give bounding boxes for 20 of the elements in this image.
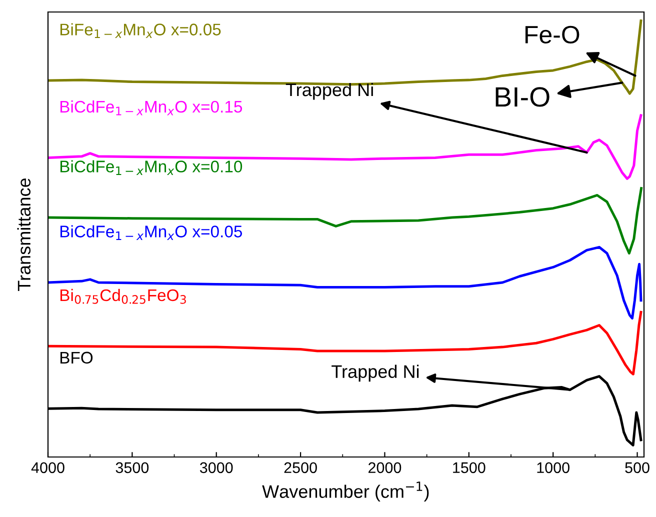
x-tick-label: 2000 bbox=[368, 462, 402, 474]
x-tick-label: 1500 bbox=[453, 462, 486, 474]
annotation: Trapped Ni bbox=[286, 82, 373, 100]
annotation: Trapped Ni bbox=[332, 364, 419, 382]
text: BiCdFe$_{1−x}$Mn$_{x}$O x=0.10 bbox=[60, 160, 242, 176]
x-tick-label: 1000 bbox=[537, 462, 570, 474]
text: BiCdFe$_{1−x}$Mn$_{x}$O x=0.15 bbox=[60, 100, 242, 116]
x-tick-label: 3500 bbox=[116, 462, 149, 474]
x-tick-label: 500 bbox=[625, 462, 650, 474]
text: BiCdFe$_{1−x}$Mn$_{x}$O x=0.05 bbox=[60, 225, 242, 240]
x-tick-label: 4000 bbox=[31, 462, 64, 474]
x-tick-label: 3000 bbox=[200, 462, 233, 474]
text: BiFe$_{1−x}$Mn$_{x}$O x=0.05 bbox=[60, 23, 221, 38]
text: BFO bbox=[60, 352, 93, 364]
x-axis-title: Wavenumber (cm$^{−1}$) bbox=[262, 482, 429, 502]
text: Bi$_{0.75}$Cd$_{0.25}$FeO$_{3}$ bbox=[60, 288, 186, 304]
annotation: Fe-O bbox=[525, 26, 580, 44]
annotation: BI-O bbox=[496, 87, 550, 107]
x-tick-label: 2500 bbox=[284, 462, 317, 474]
y-axis-title: Transmittance bbox=[17, 178, 31, 291]
